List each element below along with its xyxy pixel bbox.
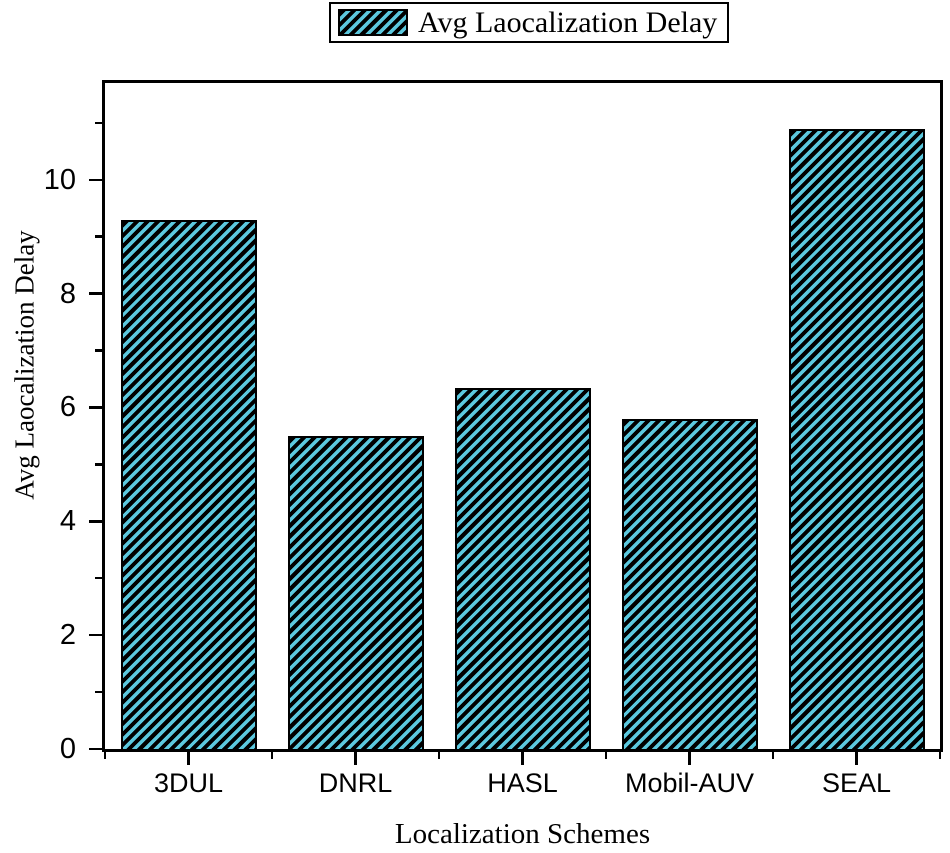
x-category-label: Mobil-AUV [624, 768, 755, 798]
y-tick-label: 6 [59, 391, 76, 424]
y-axis-major-tick [89, 178, 102, 182]
y-tick-label: 2 [59, 619, 76, 652]
plot-area: 3DUL DNRL HASL Mobil-AUV SEAL 0 2 4 6 8 10 [44, 80, 943, 797]
x-category-label: SEAL [821, 768, 892, 798]
x-axis-major-tick [521, 752, 524, 765]
legend: Avg Laocalization Delay [329, 2, 730, 43]
y-axis-minor-tick [95, 235, 102, 238]
y-axis-major-tick [89, 520, 102, 523]
bar-3dul [120, 219, 257, 749]
hatched-bar-swatch-icon [338, 9, 408, 36]
x-axis-major-tick [187, 752, 190, 765]
y-tick-label: 10 [43, 163, 76, 196]
x-axis-major-tick [855, 752, 858, 765]
x-axis-minor-tick [437, 752, 441, 759]
x-axis-minor-tick [938, 752, 942, 759]
y-axis-minor-tick [95, 463, 102, 466]
x-axis-minor-tick [771, 752, 775, 759]
x-axis-major-tick [354, 752, 357, 765]
y-axis-minor-tick [95, 576, 102, 580]
y-axis-minor-tick [95, 349, 102, 352]
y-tick-label: 4 [59, 505, 76, 538]
y-axis-title: Avg Laocalization Delay [9, 230, 40, 500]
y-axis-minor-tick [95, 121, 102, 125]
x-category-label: DNRL [318, 768, 393, 798]
y-tick-label: 0 [59, 733, 76, 765]
x-axis-title: Localization Schemes [394, 818, 651, 850]
x-category-label: HASL [487, 768, 558, 798]
x-axis-major-tick [688, 752, 691, 765]
x-axis-minor-tick [604, 752, 608, 759]
legend-label: Avg Laocalization Delay [418, 5, 718, 39]
y-axis-major-tick [89, 633, 102, 637]
bar-dnrl [287, 435, 424, 749]
bar-mobil-auv [621, 418, 758, 749]
x-axis-minor-tick [270, 752, 274, 759]
bar-seal [788, 128, 925, 749]
y-axis-major-tick [89, 747, 102, 751]
y-axis-major-tick [89, 292, 102, 295]
x-axis-minor-tick [103, 752, 107, 759]
y-axis-major-tick [89, 406, 102, 409]
x-category-label: 3DUL [153, 768, 224, 798]
y-tick-label: 8 [59, 277, 76, 310]
bar-hasl [454, 387, 591, 749]
y-axis-minor-tick [95, 690, 102, 694]
